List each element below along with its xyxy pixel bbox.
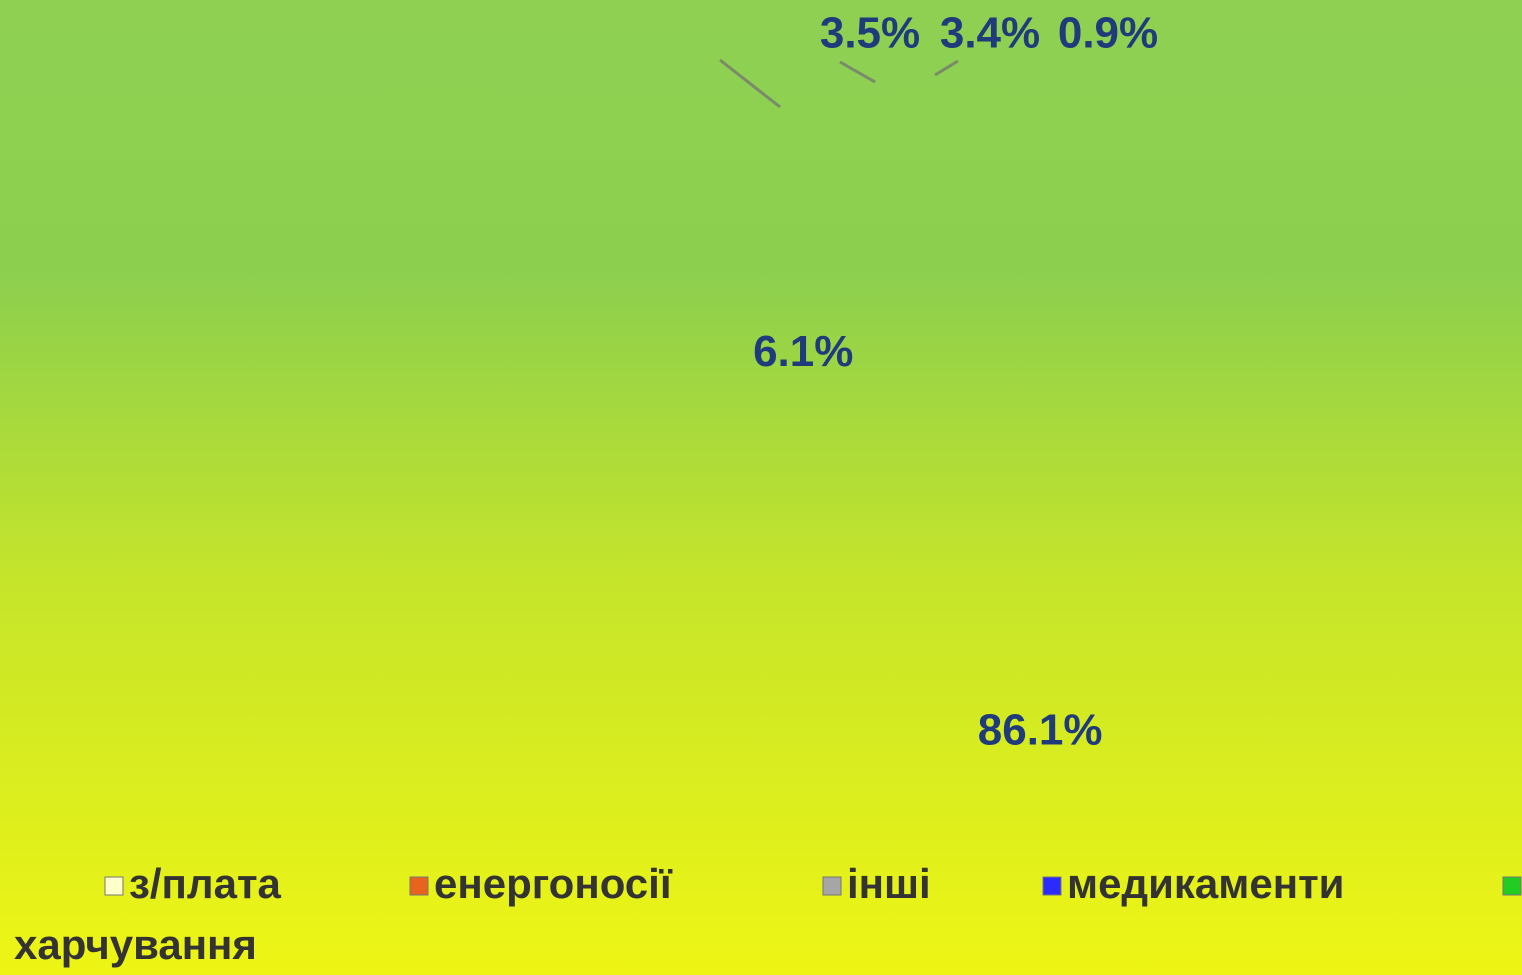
data-label: 0.9% [1058, 9, 1158, 58]
pie-slice [738, 105, 945, 529]
data-label: 3.4% [940, 9, 1040, 58]
legend-swatch [822, 876, 842, 896]
legend-label: інші [847, 860, 931, 907]
legend-label: медикаменти [1067, 860, 1344, 907]
pie-slice [505, 89, 1385, 969]
leader-line [839, 60, 876, 84]
leader-line [719, 58, 781, 109]
legend-label: з/плата [129, 860, 282, 907]
legend-swatch [409, 876, 429, 896]
leader-line [934, 59, 959, 77]
legend-label: харчування [14, 921, 257, 968]
legend-swatch [1042, 876, 1062, 896]
pie-slice [828, 90, 945, 529]
pie-slice [920, 89, 945, 529]
legend-swatch [104, 876, 124, 896]
data-label: 3.5% [820, 9, 920, 58]
data-label: 86.1% [978, 706, 1103, 755]
legend-swatch [1502, 876, 1522, 896]
data-label: 6.1% [753, 327, 853, 376]
legend-label: енергоносії [434, 860, 673, 907]
